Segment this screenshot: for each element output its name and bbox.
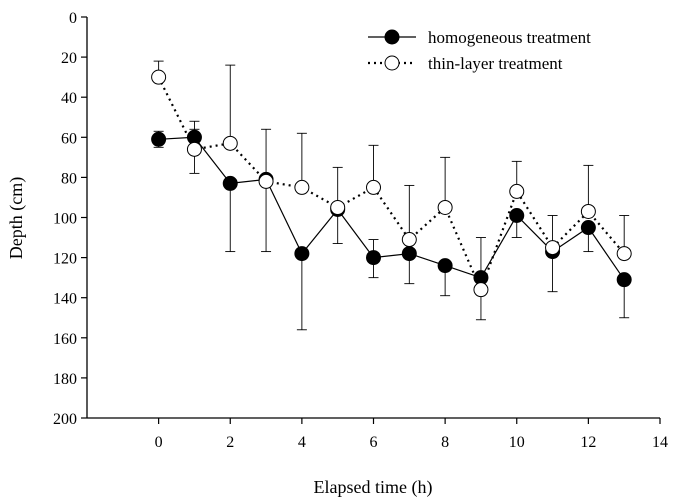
x-tick-label: 6 [370,434,378,451]
x-tick-label: 8 [441,434,449,451]
y-tick-label: 140 [53,291,77,308]
legend-item-homogeneous: homogeneous treatment [368,28,591,47]
y-tick-label: 200 [53,411,77,428]
point-homogeneous [151,131,167,147]
point-thin-layer [151,69,167,85]
y-tick-label: 0 [69,10,77,27]
y-axis-label: Depth (cm) [6,177,27,259]
x-tick-label: 4 [298,434,306,451]
series-markers [151,69,632,298]
point-thin-layer [473,282,489,298]
y-tick-label: 40 [61,90,77,107]
point-thin-layer [401,232,417,248]
x-tick-label: 14 [652,434,668,451]
point-thin-layer [545,240,561,256]
point-homogeneous [366,250,381,266]
x-axis-label: Elapsed time (h) [314,477,433,498]
point-thin-layer [330,199,346,215]
legend-label-thin-layer: thin-layer treatment [428,54,563,73]
point-homogeneous [437,258,453,274]
point-thin-layer [580,203,596,219]
x-tick-label: 2 [226,434,234,451]
x-ticks: 0 2 4 6 8 10 12 14 [155,418,668,451]
y-tick-label: 180 [53,371,77,388]
point-thin-layer [366,179,381,195]
point-homogeneous [580,220,596,236]
legend-marker-thin-layer [384,55,400,71]
x-tick-label: 12 [580,434,596,451]
point-homogeneous [616,272,632,288]
legend-marker-homogeneous [384,29,400,45]
plot-area [86,17,660,419]
x-tick-label: 0 [155,434,163,451]
y-tick-label: 80 [61,170,77,187]
point-thin-layer [294,179,310,195]
y-tick-label: 160 [53,331,77,348]
point-thin-layer [437,199,453,215]
legend-item-thin-layer: thin-layer treatment [368,54,563,73]
point-homogeneous [401,246,417,262]
point-thin-layer [616,246,632,262]
legend: homogeneous treatment thin-layer treatme… [368,28,591,73]
error-bars [153,60,630,331]
legend-label-homogeneous: homogeneous treatment [428,28,591,47]
point-thin-layer [258,173,274,189]
y-tick-label: 100 [53,211,77,228]
y-tick-label: 120 [53,251,77,268]
point-homogeneous [222,175,238,191]
y-tick-label: 20 [61,50,77,67]
x-tick-label: 10 [509,434,525,451]
point-homogeneous [509,207,525,223]
point-thin-layer [186,141,202,157]
point-thin-layer [509,183,525,199]
series-line-1 [157,76,626,293]
point-thin-layer [222,135,238,151]
point-homogeneous [294,246,310,262]
y-ticks: 0 20 40 60 80 100 120 140 160 180 200 [53,10,87,428]
y-tick-label: 60 [61,130,77,147]
